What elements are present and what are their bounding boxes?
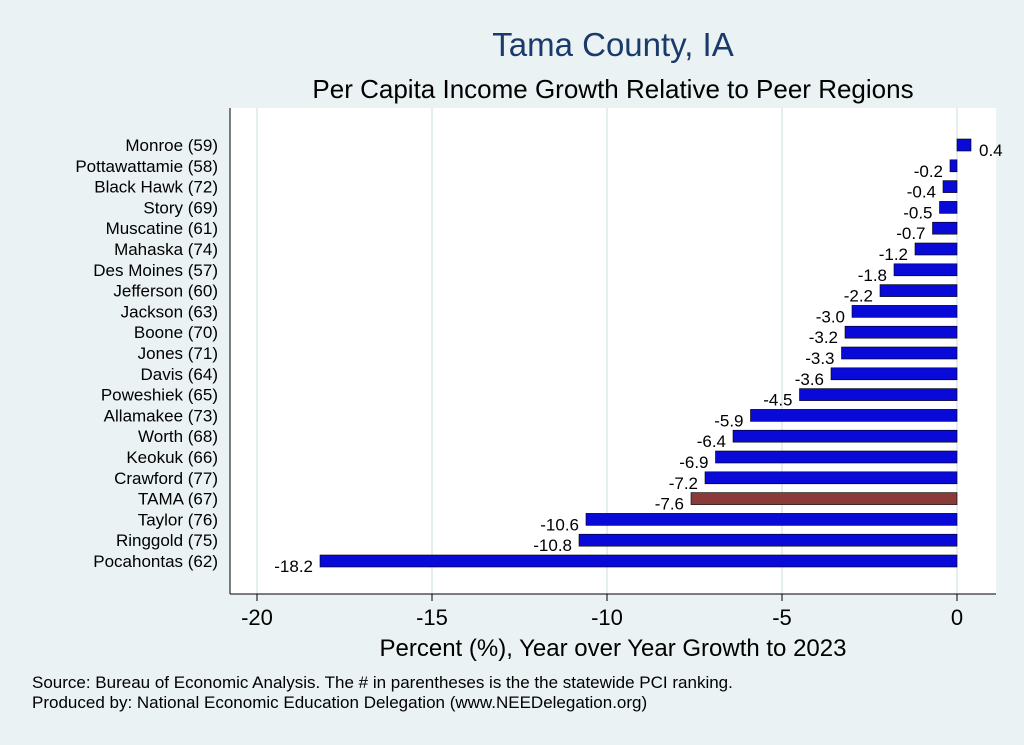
bar	[715, 450, 958, 464]
x-tick-label: 0	[951, 605, 963, 630]
value-label: -4.5	[763, 391, 792, 410]
category-label: Muscatine (61)	[106, 219, 218, 238]
category-label: Pottawattamie (58)	[75, 157, 218, 176]
value-label: -0.4	[907, 183, 936, 202]
category-label: Boone (70)	[134, 323, 218, 342]
bar	[585, 513, 958, 526]
value-label: -0.7	[896, 224, 925, 243]
value-label: -10.6	[540, 515, 579, 534]
value-label: 0.4	[979, 141, 1003, 160]
x-tick-label: -15	[416, 605, 448, 630]
x-tick-label: -5	[772, 605, 792, 630]
bar	[956, 138, 972, 152]
bar	[841, 346, 958, 360]
category-label: Poweshiek (65)	[101, 386, 218, 405]
category-label: Mahaska (74)	[114, 240, 218, 259]
value-label: -3.3	[805, 349, 834, 368]
bar	[893, 263, 958, 277]
value-label: -3.2	[809, 328, 838, 347]
bar	[704, 471, 958, 485]
category-label: Worth (68)	[138, 427, 218, 446]
bar	[750, 409, 958, 422]
bar	[830, 367, 958, 381]
bar	[844, 325, 958, 339]
x-ticks: -20 -15 -10 -5 0	[241, 594, 963, 630]
category-labels: Monroe (59) Pottawattamie (58) Black Hawk …	[75, 136, 218, 571]
bar	[732, 429, 958, 443]
bar	[319, 554, 958, 568]
x-tick-label: -20	[241, 605, 273, 630]
source-note: Source: Bureau of Economic Analysis. The…	[32, 673, 733, 692]
bar	[578, 533, 958, 547]
category-label: Crawford (77)	[114, 469, 218, 488]
x-tick-label: -10	[591, 605, 623, 630]
value-label: -7.2	[669, 474, 698, 493]
producer-note: Produced by: National Economic Education…	[32, 693, 648, 712]
bar	[949, 159, 958, 173]
value-label: -1.2	[879, 245, 908, 264]
category-label: TAMA (67)	[138, 490, 218, 509]
value-label: -5.9	[714, 411, 743, 430]
category-label: Ringgold (75)	[116, 531, 218, 550]
bar	[851, 305, 958, 318]
value-label: -1.8	[858, 266, 887, 285]
value-label: -6.9	[679, 453, 708, 472]
category-label: Black Hawk (72)	[94, 178, 218, 197]
category-label: Monroe (59)	[125, 136, 218, 155]
category-label: Jefferson (60)	[113, 282, 218, 301]
bar	[799, 388, 958, 401]
category-label: Story (69)	[143, 198, 218, 217]
bar	[690, 492, 958, 505]
value-label: -3.6	[795, 370, 824, 389]
category-label: Keokuk (66)	[126, 448, 218, 467]
category-label: Allamakee (73)	[104, 406, 218, 425]
value-label: -3.0	[816, 307, 845, 326]
category-label: Davis (64)	[141, 365, 218, 384]
bar	[914, 242, 958, 256]
x-axis-label: Percent (%), Year over Year Growth to 20…	[380, 635, 847, 662]
category-label: Taylor (76)	[138, 510, 218, 529]
value-label: -0.5	[903, 203, 932, 222]
value-label: -6.4	[697, 432, 726, 451]
category-label: Pocahontas (62)	[93, 552, 218, 571]
category-label: Des Moines (57)	[93, 261, 218, 280]
bars	[319, 138, 972, 568]
bar	[879, 284, 958, 297]
chart-title: Tama County, IA	[492, 26, 734, 63]
value-label: -18.2	[274, 557, 313, 576]
chart-subtitle: Per Capita Income Growth Relative to Pee…	[312, 74, 914, 104]
value-label: -0.2	[914, 162, 943, 181]
value-label: -7.6	[655, 495, 684, 514]
bar	[939, 201, 958, 214]
value-label: -2.2	[844, 287, 873, 306]
category-label: Jackson (63)	[121, 302, 218, 321]
category-label: Jones (71)	[138, 344, 218, 363]
value-label: -10.8	[533, 536, 572, 555]
bar	[932, 221, 958, 235]
bar	[942, 180, 958, 193]
value-labels: 0.4 -0.2 -0.4-0.5 -0.7 -1.2 -1.8 -2.2-3.0 -3.2 -…	[274, 141, 1002, 576]
